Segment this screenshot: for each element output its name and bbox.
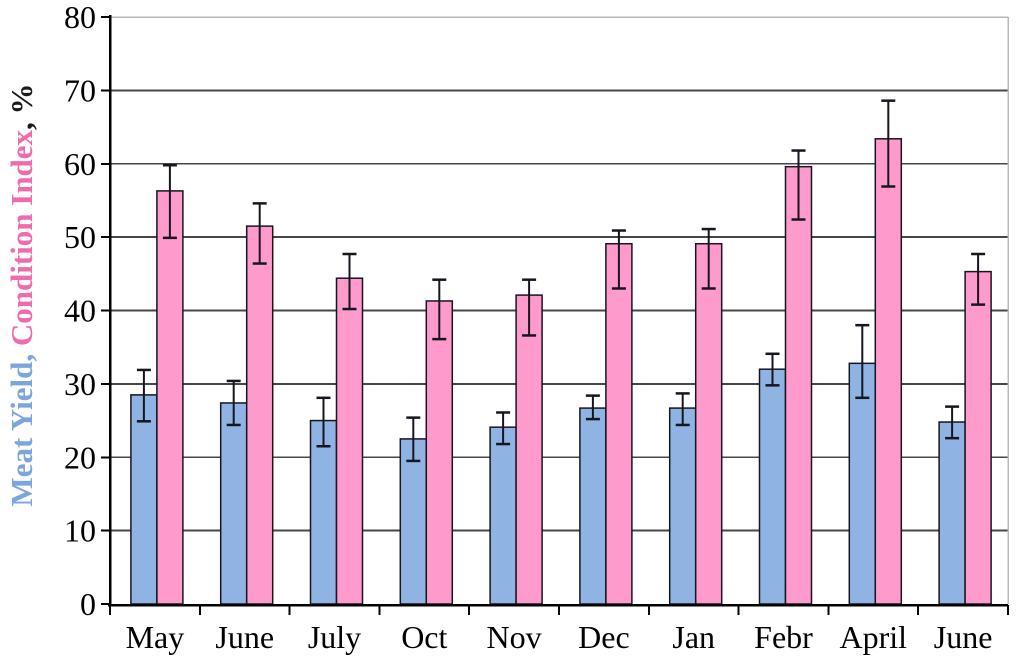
y-tick-label-0: 0 — [80, 586, 96, 622]
bar-meat-yield-febr-7 — [758, 368, 787, 605]
bar-meat-yield-may-0 — [130, 394, 158, 605]
x-tick-label-nov-4: Nov — [487, 619, 542, 655]
bar-meat-yield-july-2 — [309, 419, 338, 605]
y-tick-label-40: 40 — [64, 293, 96, 329]
y-tick-label-60: 60 — [64, 146, 96, 182]
bar-condition-index-may-0 — [156, 190, 184, 605]
bar-meat-yield-dec-5 — [579, 407, 607, 605]
bar-condition-index-oct-3 — [425, 300, 454, 605]
x-tick-label-oct-3: Oct — [401, 619, 447, 655]
y-tick-label-10: 10 — [64, 513, 96, 549]
y-tick-label-70: 70 — [64, 72, 96, 108]
bar-meat-yield-oct-3 — [399, 438, 428, 605]
x-tick-label-dec-5: Dec — [578, 619, 630, 655]
bar-condition-index-febr-7 — [784, 165, 813, 605]
bar-meat-yield-june-9 — [938, 421, 966, 605]
bar-condition-index-june-9 — [964, 270, 992, 605]
x-tick-label-jan-6: Jan — [672, 619, 715, 655]
x-tick-label-febr-7: Febr — [754, 619, 813, 655]
x-tick-label-july-2: July — [308, 619, 361, 655]
bar-condition-index-dec-5 — [605, 242, 633, 605]
bar-condition-index-april-8 — [874, 138, 903, 605]
bar-condition-index-july-2 — [335, 277, 364, 605]
bar-meat-yield-june-1 — [219, 402, 248, 605]
x-tick-label-june-1: June — [215, 619, 274, 655]
bar-meat-yield-jan-6 — [668, 407, 697, 605]
y-tick-label-50: 50 — [64, 219, 96, 255]
x-tick-label-june-9: June — [934, 619, 993, 655]
bar-condition-index-nov-4 — [515, 294, 543, 605]
y-tick-label-30: 30 — [64, 366, 96, 402]
bar-condition-index-jan-6 — [694, 242, 723, 605]
y-tick-label-80: 80 — [64, 0, 96, 35]
bar-meat-yield-nov-4 — [489, 426, 517, 605]
y-tick-label-20: 20 — [64, 439, 96, 475]
x-tick-label-april-8: April — [840, 619, 908, 655]
bar-meat-yield-april-8 — [848, 362, 877, 605]
x-tick-label-may-0: May — [126, 619, 185, 655]
bar-condition-index-june-1 — [245, 225, 274, 605]
